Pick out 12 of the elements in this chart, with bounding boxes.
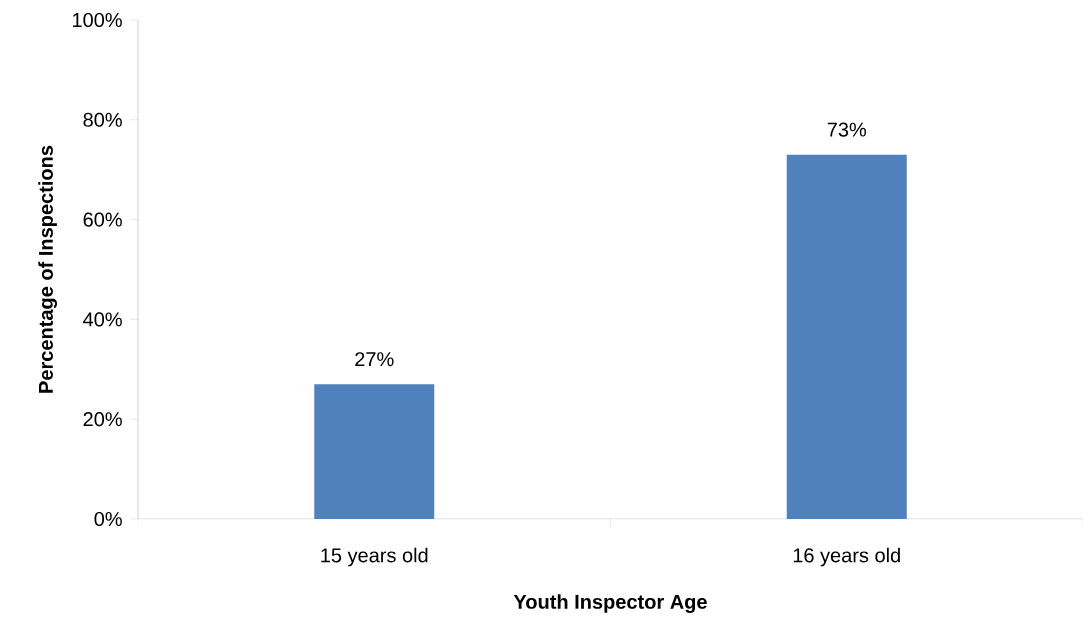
y-axis-title: Percentage of Inspections — [38, 145, 57, 393]
y-tick-label: 40% — [83, 312, 122, 327]
data-label: 27% — [355, 352, 394, 367]
y-tick-label: 80% — [83, 112, 122, 127]
data-label: 73% — [827, 122, 867, 137]
x-axis-title: Youth Inspector Age — [513, 594, 707, 613]
y-tick-label: 60% — [83, 212, 122, 227]
x-tick-label: 15 years old — [321, 547, 428, 567]
y-tick-label: 0% — [94, 511, 122, 527]
x-tick-label: 16 years old — [793, 547, 900, 567]
y-tick-label: 100% — [73, 12, 122, 28]
y-tick-label: 20% — [83, 412, 122, 427]
